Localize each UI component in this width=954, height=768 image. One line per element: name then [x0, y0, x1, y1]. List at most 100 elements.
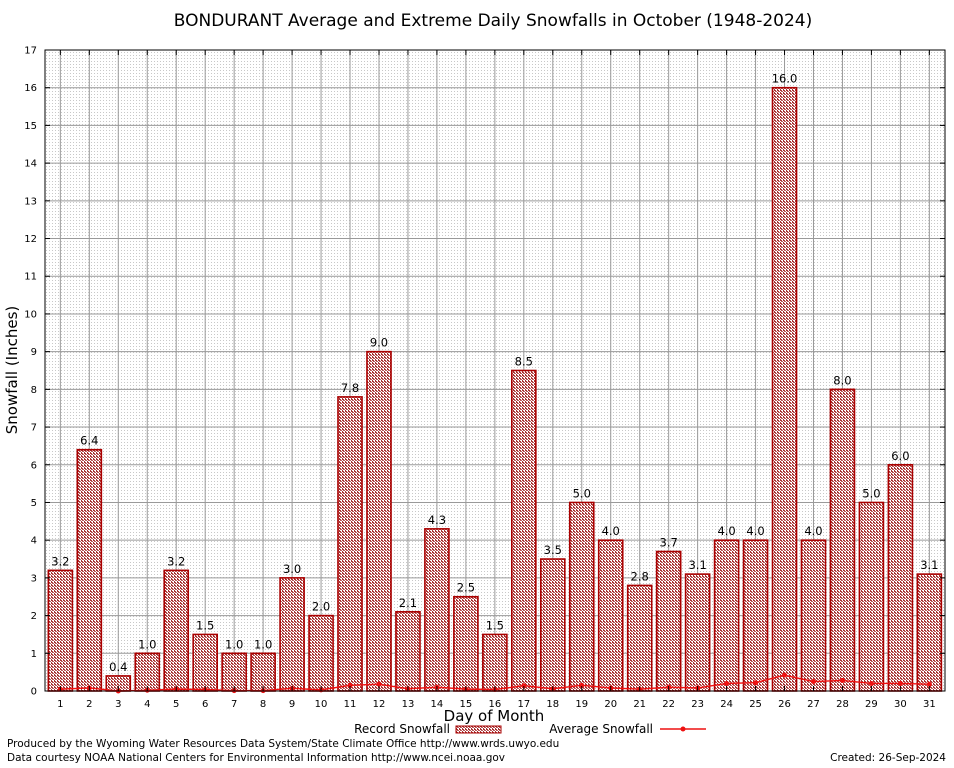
x-tick-label: 10: [315, 699, 328, 710]
y-tick-label: 0: [31, 687, 37, 698]
x-tick-label: 2: [86, 699, 92, 710]
record-bar: [771, 86, 798, 692]
footer-producer: Produced by the Wyoming Water Resources …: [7, 738, 560, 750]
bar-value-label: 4.0: [602, 524, 620, 538]
record-bar: [134, 652, 161, 692]
record-bar: [655, 550, 682, 692]
bar-value-label: 2.0: [312, 600, 330, 614]
footer-created: Created: 26-Sep-2024: [830, 752, 946, 764]
bar-value-label: 3.0: [283, 562, 301, 576]
bar-value-label: 4.0: [746, 524, 764, 538]
bar-value-label: 4.0: [717, 524, 735, 538]
x-tick-label: 18: [546, 699, 559, 710]
record-bar: [684, 573, 711, 692]
record-bar: [47, 569, 74, 692]
bar-value-label: 1.5: [196, 618, 214, 632]
x-tick-label: 16: [488, 699, 501, 710]
y-axis-label: Snowfall (Inches): [3, 306, 21, 434]
average-point: [376, 681, 382, 687]
bar-value-label: 3.2: [51, 554, 69, 568]
bar-value-label: 2.5: [457, 581, 475, 595]
y-tick-label: 16: [24, 83, 37, 94]
legend-record-label: Record Snowfall: [354, 722, 450, 736]
record-bar: [221, 652, 247, 692]
x-axis-ticks: 1 2 3 4 5 6 7 8 9 10 11 12 13 14 15 16 17 18 19 20 21 22 23 24 2…: [57, 50, 936, 710]
x-tick-label: 5: [173, 699, 179, 710]
x-tick-label: 6: [202, 699, 208, 710]
legend-average-marker: [680, 726, 686, 732]
bar-value-label: 5.0: [573, 486, 591, 500]
x-tick-label: 19: [575, 699, 588, 710]
x-tick-label: 14: [431, 699, 444, 710]
x-tick-label: 29: [865, 699, 878, 710]
bar-value-label: 6.0: [891, 449, 909, 463]
x-tick-label: 26: [778, 699, 791, 710]
y-tick-label: 13: [24, 196, 37, 207]
x-tick-label: 4: [144, 699, 150, 710]
x-tick-label: 27: [807, 699, 820, 710]
bar-value-label: 0.4: [109, 660, 127, 674]
x-tick-label: 24: [720, 699, 733, 710]
average-point: [839, 677, 845, 683]
x-tick-label: 31: [923, 699, 936, 710]
record-bar: [308, 614, 334, 692]
record-bar: [279, 577, 305, 692]
legend-record-swatch: [455, 725, 502, 734]
bar-value-label: 1.0: [225, 637, 243, 651]
y-tick-label: 7: [31, 423, 37, 434]
bar-value-label: 4.3: [428, 513, 446, 527]
x-tick-label: 3: [115, 699, 121, 710]
average-point: [521, 683, 527, 689]
x-tick-label: 17: [517, 699, 530, 710]
bar-value-label: 6.4: [80, 434, 98, 448]
bar-value-label: 9.0: [370, 336, 388, 350]
bar-value-label: 3.1: [688, 558, 706, 572]
record-bar: [424, 528, 450, 692]
average-point: [868, 680, 874, 686]
record-bar: [163, 569, 190, 692]
record-bar: [395, 611, 421, 692]
average-point: [347, 682, 353, 688]
average-point: [782, 672, 788, 678]
average-point: [810, 679, 816, 685]
y-tick-label: 12: [24, 234, 37, 245]
x-tick-label: 9: [289, 699, 295, 710]
y-tick-label: 5: [31, 498, 37, 509]
y-tick-label: 10: [24, 309, 37, 320]
y-tick-label: 1: [31, 649, 37, 660]
bar-value-label: 3.2: [167, 554, 185, 568]
record-bar: [626, 584, 653, 692]
bar-value-label: 2.1: [399, 596, 417, 610]
y-tick-label: 3: [31, 573, 37, 584]
record-bar: [742, 539, 769, 692]
average-point: [897, 680, 903, 686]
chart-title: BONDURANT Average and Extreme Daily Snow…: [174, 11, 812, 31]
x-tick-label: 8: [260, 699, 266, 710]
bar-labels-group: 3.2 6.4 0.4 1.0 3.2 1.5 1.0 1.0 3.0 2.0 7.8 9.0 2.1 4…: [51, 72, 938, 674]
x-tick-label: 23: [691, 699, 704, 710]
y-tick-label: 14: [24, 159, 37, 170]
record-bar: [597, 539, 624, 692]
bar-value-label: 8.5: [515, 355, 533, 369]
y-tick-label: 15: [24, 121, 37, 132]
record-bar: [568, 501, 595, 692]
average-point: [926, 681, 932, 687]
legend: Record Snowfall Average Snowfall: [354, 722, 706, 736]
x-tick-label: 28: [836, 699, 849, 710]
y-tick-label: 9: [31, 347, 37, 358]
x-tick-label: 11: [344, 699, 357, 710]
x-tick-label: 13: [402, 699, 415, 710]
y-tick-label: 11: [24, 272, 37, 283]
bar-value-label: 2.8: [631, 569, 649, 583]
average-point: [753, 680, 759, 686]
average-point: [724, 680, 730, 686]
record-bar: [539, 558, 566, 692]
y-tick-label: 17: [24, 46, 37, 57]
y-tick-label: 8: [31, 385, 37, 396]
bar-value-label: 8.0: [833, 373, 851, 387]
record-bar: [800, 539, 827, 692]
bar-value-label: 1.0: [254, 637, 272, 651]
footer-courtesy: Data courtesy NOAA National Centers for …: [7, 752, 506, 764]
x-tick-label: 1: [57, 699, 63, 710]
